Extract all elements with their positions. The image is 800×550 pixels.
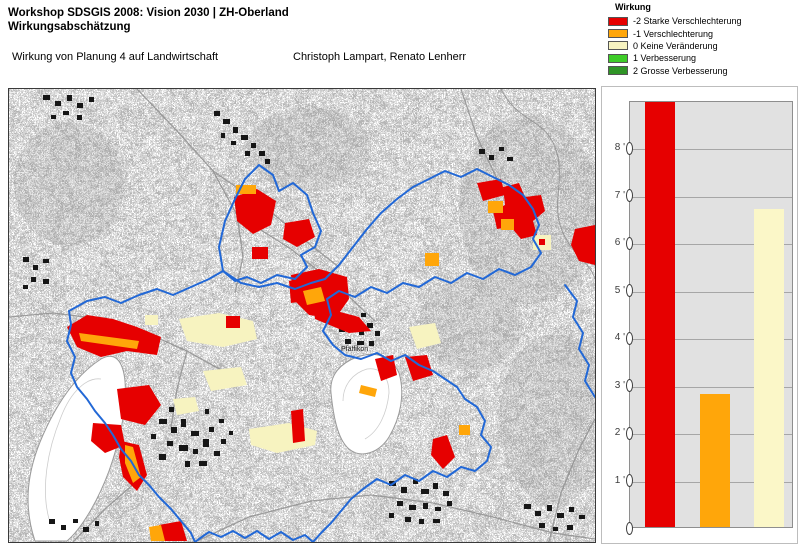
axis-tick-marker <box>625 426 633 440</box>
chart-bar <box>645 102 675 527</box>
chart-bar <box>754 209 784 527</box>
report-title-line1: Workshop SDSGIS 2008: Vision 2030 | ZH-O… <box>8 7 289 19</box>
chart-gridline <box>630 244 792 246</box>
map-canvas[interactable]: Pfäffikon <box>8 88 596 543</box>
district-boundary <box>66 164 595 542</box>
y-tick-label: 1 ' <box>614 474 625 486</box>
axis-tick-marker <box>625 141 633 155</box>
legend-item-label: -1 Verschlechterung <box>633 28 714 39</box>
legend-item: 2 Grosse Verbesserung <box>598 65 798 77</box>
legend-swatch <box>608 41 628 51</box>
legend-rows: -2 Starke Verschlechterung -1 Verschlecht… <box>598 15 798 77</box>
report-header: Workshop SDSGIS 2008: Vision 2030 | ZH-O… <box>8 6 289 34</box>
axis-tick-marker <box>625 379 633 393</box>
legend-swatch <box>608 66 628 76</box>
legend-item: -2 Starke Verschlechterung <box>598 15 798 27</box>
legend-title: Wirkung <box>615 2 651 12</box>
legend-item: 1 Verbesserung <box>598 52 798 64</box>
chart-gridline <box>630 149 792 151</box>
legend-swatch <box>608 29 628 39</box>
map-effect-worse <box>79 185 514 541</box>
axis-tick-marker <box>625 474 633 488</box>
map-town-buildings <box>23 95 585 532</box>
y-tick-label: 5 ' <box>614 284 625 296</box>
district-boundary-east-fragment <box>564 284 595 398</box>
map-topo-texture <box>9 89 595 542</box>
y-tick-label: 4 ' <box>614 332 625 344</box>
legend-swatch <box>608 16 628 26</box>
map-town-label-pfaeffikon: Pfäffikon <box>341 346 368 353</box>
chart-gridline <box>630 386 792 388</box>
map-forest-shading <box>14 107 595 504</box>
chart-gridline <box>630 196 792 198</box>
y-tick-label: 2 ' <box>614 427 625 439</box>
district-boundary-main <box>66 168 542 542</box>
authors-label: Christoph Lampart, Renato Lenherr <box>293 51 467 63</box>
legend-item-label: -2 Starke Verschlechterung <box>633 16 742 27</box>
district-boundary-north-loop <box>218 164 322 284</box>
axis-tick-marker <box>625 331 633 345</box>
legend-item-label: 0 Keine Veränderung <box>633 40 718 51</box>
legend-item-label: 2 Grosse Verbesserung <box>633 65 728 76</box>
axis-tick-marker <box>625 521 633 535</box>
legend-item-label: 1 Verbesserung <box>633 53 697 64</box>
axis-tick-marker <box>625 189 633 203</box>
axis-tick-marker <box>625 236 633 250</box>
legend-swatch <box>608 53 628 63</box>
y-tick-label: 8 ' <box>614 142 625 154</box>
legend-item: -1 Verschlechterung <box>598 27 798 39</box>
legend-item: 0 Keine Veränderung <box>598 40 798 52</box>
effect-bar-chart: 8 ' 7 ' 6 ' 5 ' 4 ' 3 ' 2 ' 1 ' <box>601 86 798 544</box>
chart-gridline <box>630 339 792 341</box>
chart-plot-area <box>629 101 793 528</box>
lake-greifensee <box>27 355 126 542</box>
chart-gridline <box>630 291 792 293</box>
legend: Wirkung -2 Starke Verschlechterung -1 Ver… <box>598 2 798 77</box>
map-svg: Pfäffikon <box>9 89 595 542</box>
y-tick-label: 7 ' <box>614 189 625 201</box>
map-subtitle: Wirkung von Planung 4 auf Landwirtschaft <box>12 51 219 63</box>
y-tick-label: 3 ' <box>614 379 625 391</box>
chart-bar <box>700 394 730 527</box>
y-tick-label: 6 ' <box>614 237 625 249</box>
report-title-line2: Wirkungsabschätzung <box>8 21 131 33</box>
axis-tick-marker <box>625 284 633 298</box>
